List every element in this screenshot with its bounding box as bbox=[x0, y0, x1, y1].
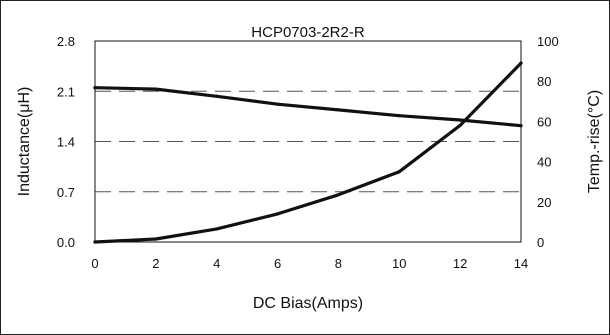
y-left-tick-label-3: 2.1 bbox=[57, 84, 75, 99]
chart-title: HCP0703-2R2-R bbox=[251, 24, 365, 41]
y-right-tick-label-3: 60 bbox=[537, 114, 551, 129]
y-right-tick-label-2: 40 bbox=[537, 155, 551, 170]
x-tick-labels: 0 2 4 6 8 10 12 14 bbox=[91, 256, 528, 271]
y-left-tick-label-1: 0.7 bbox=[57, 185, 75, 200]
y-left-tick-label-0: 0.0 bbox=[57, 235, 75, 250]
y-right-tick-label-1: 20 bbox=[537, 195, 551, 210]
series-1-point-6 bbox=[458, 123, 462, 128]
x-axis-title: DC Bias(Amps) bbox=[253, 295, 363, 312]
series-1-point-5 bbox=[397, 170, 401, 174]
series-1-point-0 bbox=[93, 240, 97, 244]
series-layer bbox=[93, 61, 523, 244]
y-right-tick-label-0: 0 bbox=[537, 235, 544, 250]
x-tick-label-2: 4 bbox=[213, 256, 220, 271]
axes-layer bbox=[94, 40, 522, 243]
series-line-1-right bbox=[93, 61, 523, 244]
series-0-point-0 bbox=[93, 86, 97, 90]
x-tick-label-6: 12 bbox=[453, 256, 467, 271]
y-left-axis-title: Inductance(μH) bbox=[16, 87, 33, 197]
series-0-point-1 bbox=[154, 87, 158, 91]
plot-border bbox=[94, 40, 522, 243]
y-right-tick-label-4: 80 bbox=[537, 74, 551, 89]
series-1-point-1 bbox=[154, 237, 158, 241]
y-right-axis-title: Temp.-rise(°C) bbox=[586, 90, 603, 193]
y-left-tick-label-4: 2.8 bbox=[57, 34, 75, 49]
y-left-tick-label-2: 1.4 bbox=[57, 135, 75, 150]
series-0-point-5 bbox=[397, 114, 401, 118]
series-0-point-7 bbox=[519, 124, 523, 128]
series-1-point-3 bbox=[275, 212, 280, 216]
y-right-tick-labels: 0 20 40 60 80 100 bbox=[537, 34, 559, 250]
x-tick-label-0: 0 bbox=[91, 256, 98, 271]
series-1-point-7 bbox=[519, 61, 523, 65]
series-1-point-4 bbox=[336, 193, 341, 197]
series-line-0-left bbox=[93, 86, 523, 128]
x-tick-label-1: 2 bbox=[152, 256, 159, 271]
series-0-point-4 bbox=[336, 108, 341, 112]
x-tick-label-3: 6 bbox=[274, 256, 281, 271]
y-right-tick-label-5: 100 bbox=[537, 34, 559, 49]
series-0-point-6 bbox=[458, 118, 462, 122]
series-1-point-2 bbox=[215, 227, 219, 231]
x-tick-label-4: 8 bbox=[335, 256, 342, 271]
x-tick-label-7: 14 bbox=[514, 256, 528, 271]
y-left-tick-labels: 0.0 0.7 1.4 2.1 2.8 bbox=[57, 34, 75, 250]
series-0-point-3 bbox=[275, 102, 280, 106]
series-0-point-2 bbox=[215, 94, 219, 98]
x-tick-label-5: 10 bbox=[392, 256, 406, 271]
